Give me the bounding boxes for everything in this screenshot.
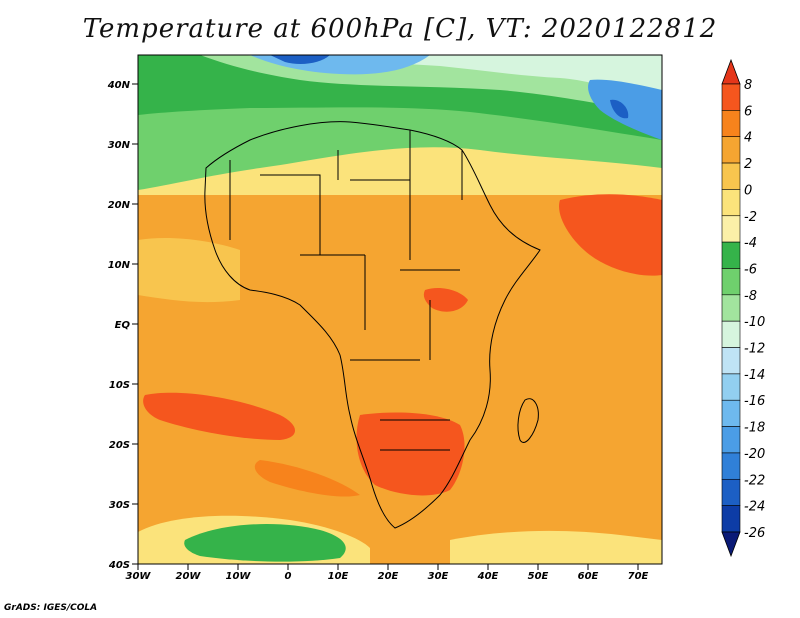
- colorbar-swatch: [721, 268, 741, 296]
- colorbar-label: -8: [744, 289, 757, 304]
- lon-label: 0: [285, 571, 292, 582]
- colorbar-label: -6: [744, 262, 757, 277]
- colorbar-swatch: [721, 83, 741, 111]
- colorbar-label: -16: [744, 394, 765, 409]
- colorbar-swatch: [721, 399, 741, 427]
- colorbar-swatch: [721, 110, 741, 138]
- lon-label: 50E: [528, 571, 549, 582]
- colorbar-swatch: [721, 505, 741, 533]
- lat-label: 40S: [108, 560, 130, 571]
- plot-frame: [137, 54, 663, 565]
- colorbar-label: -18: [744, 421, 765, 436]
- lon-label: 20E: [378, 571, 399, 582]
- colorbar-label: -24: [744, 500, 765, 515]
- lat-label: 20S: [109, 440, 130, 451]
- colorbar-label: 6: [744, 104, 752, 119]
- lat-label: 10N: [108, 260, 131, 271]
- lat-label: 30S: [109, 500, 130, 511]
- lat-label: 10S: [109, 380, 130, 391]
- lon-label: 20W: [176, 571, 202, 582]
- lat-label: 20N: [108, 200, 131, 211]
- colorbar-swatch: [721, 189, 741, 217]
- colorbar-label: -14: [744, 368, 765, 383]
- colorbar-swatch: [721, 426, 741, 454]
- lon-label: 10E: [328, 571, 349, 582]
- colorbar-bottom-arrow: [721, 531, 741, 558]
- lon-label: 30W: [126, 571, 152, 582]
- colorbar-swatch: [721, 320, 741, 348]
- colorbar-swatch: [721, 478, 741, 506]
- colorbar-label: -10: [744, 315, 765, 330]
- colorbar-swatch: [721, 215, 741, 243]
- lat-label: 40N: [107, 80, 131, 91]
- lon-label: 60E: [578, 571, 599, 582]
- colorbar-top-arrow: [721, 58, 741, 85]
- lon-axis: 30W 20W 10W 0 10E 20E 30E 40E 50E 60E 70…: [126, 564, 649, 582]
- lon-label: 10W: [226, 571, 252, 582]
- colorbar-swatch: [721, 347, 741, 375]
- colorbar-label: 0: [744, 183, 752, 198]
- lat-axis: 40N 30N 20N 10N EQ 10S 20S 30S 40S: [107, 80, 138, 571]
- colorbar-label: -26: [744, 526, 765, 541]
- colorbar-label: -12: [744, 342, 765, 357]
- credit-text: GrADS: IGES/COLA: [4, 603, 98, 613]
- colorbar-swatch: [721, 136, 741, 164]
- lon-label: 70E: [628, 571, 649, 582]
- colorbar-swatch: [721, 294, 741, 322]
- colorbar-label: -4: [744, 236, 757, 251]
- map-title: Temperature at 600hPa [C], VT: 202012281…: [82, 14, 718, 44]
- colorbar-label: -22: [744, 473, 765, 488]
- lat-label: 30N: [108, 140, 131, 151]
- lat-label: EQ: [115, 320, 131, 331]
- colorbar-swatch: [721, 373, 741, 401]
- colorbar-label: 2: [744, 157, 752, 172]
- colorbar: 8 6 4 2 0 -2 -4 -6 -8 -10 -12 -14 -16 -18 -20 -22 -24 -26: [721, 58, 765, 558]
- colorbar-label: -20: [744, 447, 765, 462]
- temperature-field: [138, 55, 662, 564]
- colorbar-swatch: [721, 162, 741, 190]
- lon-label: 30E: [428, 571, 449, 582]
- colorbar-swatch: [721, 452, 741, 480]
- lon-label: 40E: [477, 571, 499, 582]
- colorbar-label: -2: [744, 210, 757, 225]
- coastlines: [204, 121, 541, 529]
- colorbar-label: 4: [744, 131, 752, 146]
- colorbar-swatch: [721, 241, 741, 269]
- colorbar-label: 8: [744, 78, 752, 93]
